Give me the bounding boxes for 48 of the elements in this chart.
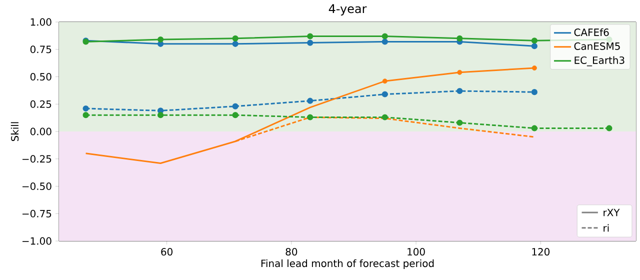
point <box>307 98 314 104</box>
point <box>457 70 462 75</box>
point <box>382 114 388 120</box>
y-tick-label: 1.00 <box>30 18 52 26</box>
y-tick-label: 0.00 <box>30 128 52 136</box>
point <box>82 112 89 118</box>
point <box>532 66 537 70</box>
point <box>232 35 238 42</box>
point <box>232 40 238 47</box>
point <box>307 40 314 46</box>
point <box>456 88 463 94</box>
x-axis-title: Final lead month of forecast period <box>261 259 434 270</box>
point <box>158 36 164 43</box>
y-tick-label: 0.50 <box>30 72 52 81</box>
point <box>382 91 388 98</box>
x-tick-label: 80 <box>286 248 298 256</box>
y-tick-label: −0.25 <box>22 155 52 163</box>
y-tick-label: −0.50 <box>22 182 52 190</box>
y-tick-label: 0.75 <box>30 46 52 54</box>
chart-title: 4-year <box>328 4 367 16</box>
point <box>158 112 164 118</box>
point <box>531 125 538 132</box>
x-tick-label: 100 <box>408 248 425 256</box>
point <box>531 89 538 96</box>
legend-label: rXY <box>604 208 620 216</box>
point <box>232 103 238 110</box>
point <box>82 105 89 112</box>
point <box>531 43 538 50</box>
legend-label: ri <box>604 224 609 232</box>
x-tick-label: 60 <box>161 248 172 256</box>
point <box>382 78 388 84</box>
point <box>531 38 538 44</box>
point <box>456 120 463 126</box>
legend-label: CanESM5 <box>574 42 620 50</box>
legend-label: CAFEf6 <box>574 28 609 36</box>
point <box>382 33 388 40</box>
y-axis-title: Skill <box>10 122 19 142</box>
y-tick-label: −0.75 <box>22 210 52 218</box>
y-tick-label: −1.00 <box>22 237 52 245</box>
point <box>456 35 463 42</box>
legend-label: EC_Earth3 <box>574 56 624 66</box>
y-tick-label: 0.25 <box>30 100 52 108</box>
point <box>382 38 388 45</box>
point <box>606 125 612 132</box>
x-tick-label: 120 <box>532 248 550 256</box>
point <box>232 112 238 118</box>
point <box>307 33 314 40</box>
point <box>307 114 314 120</box>
